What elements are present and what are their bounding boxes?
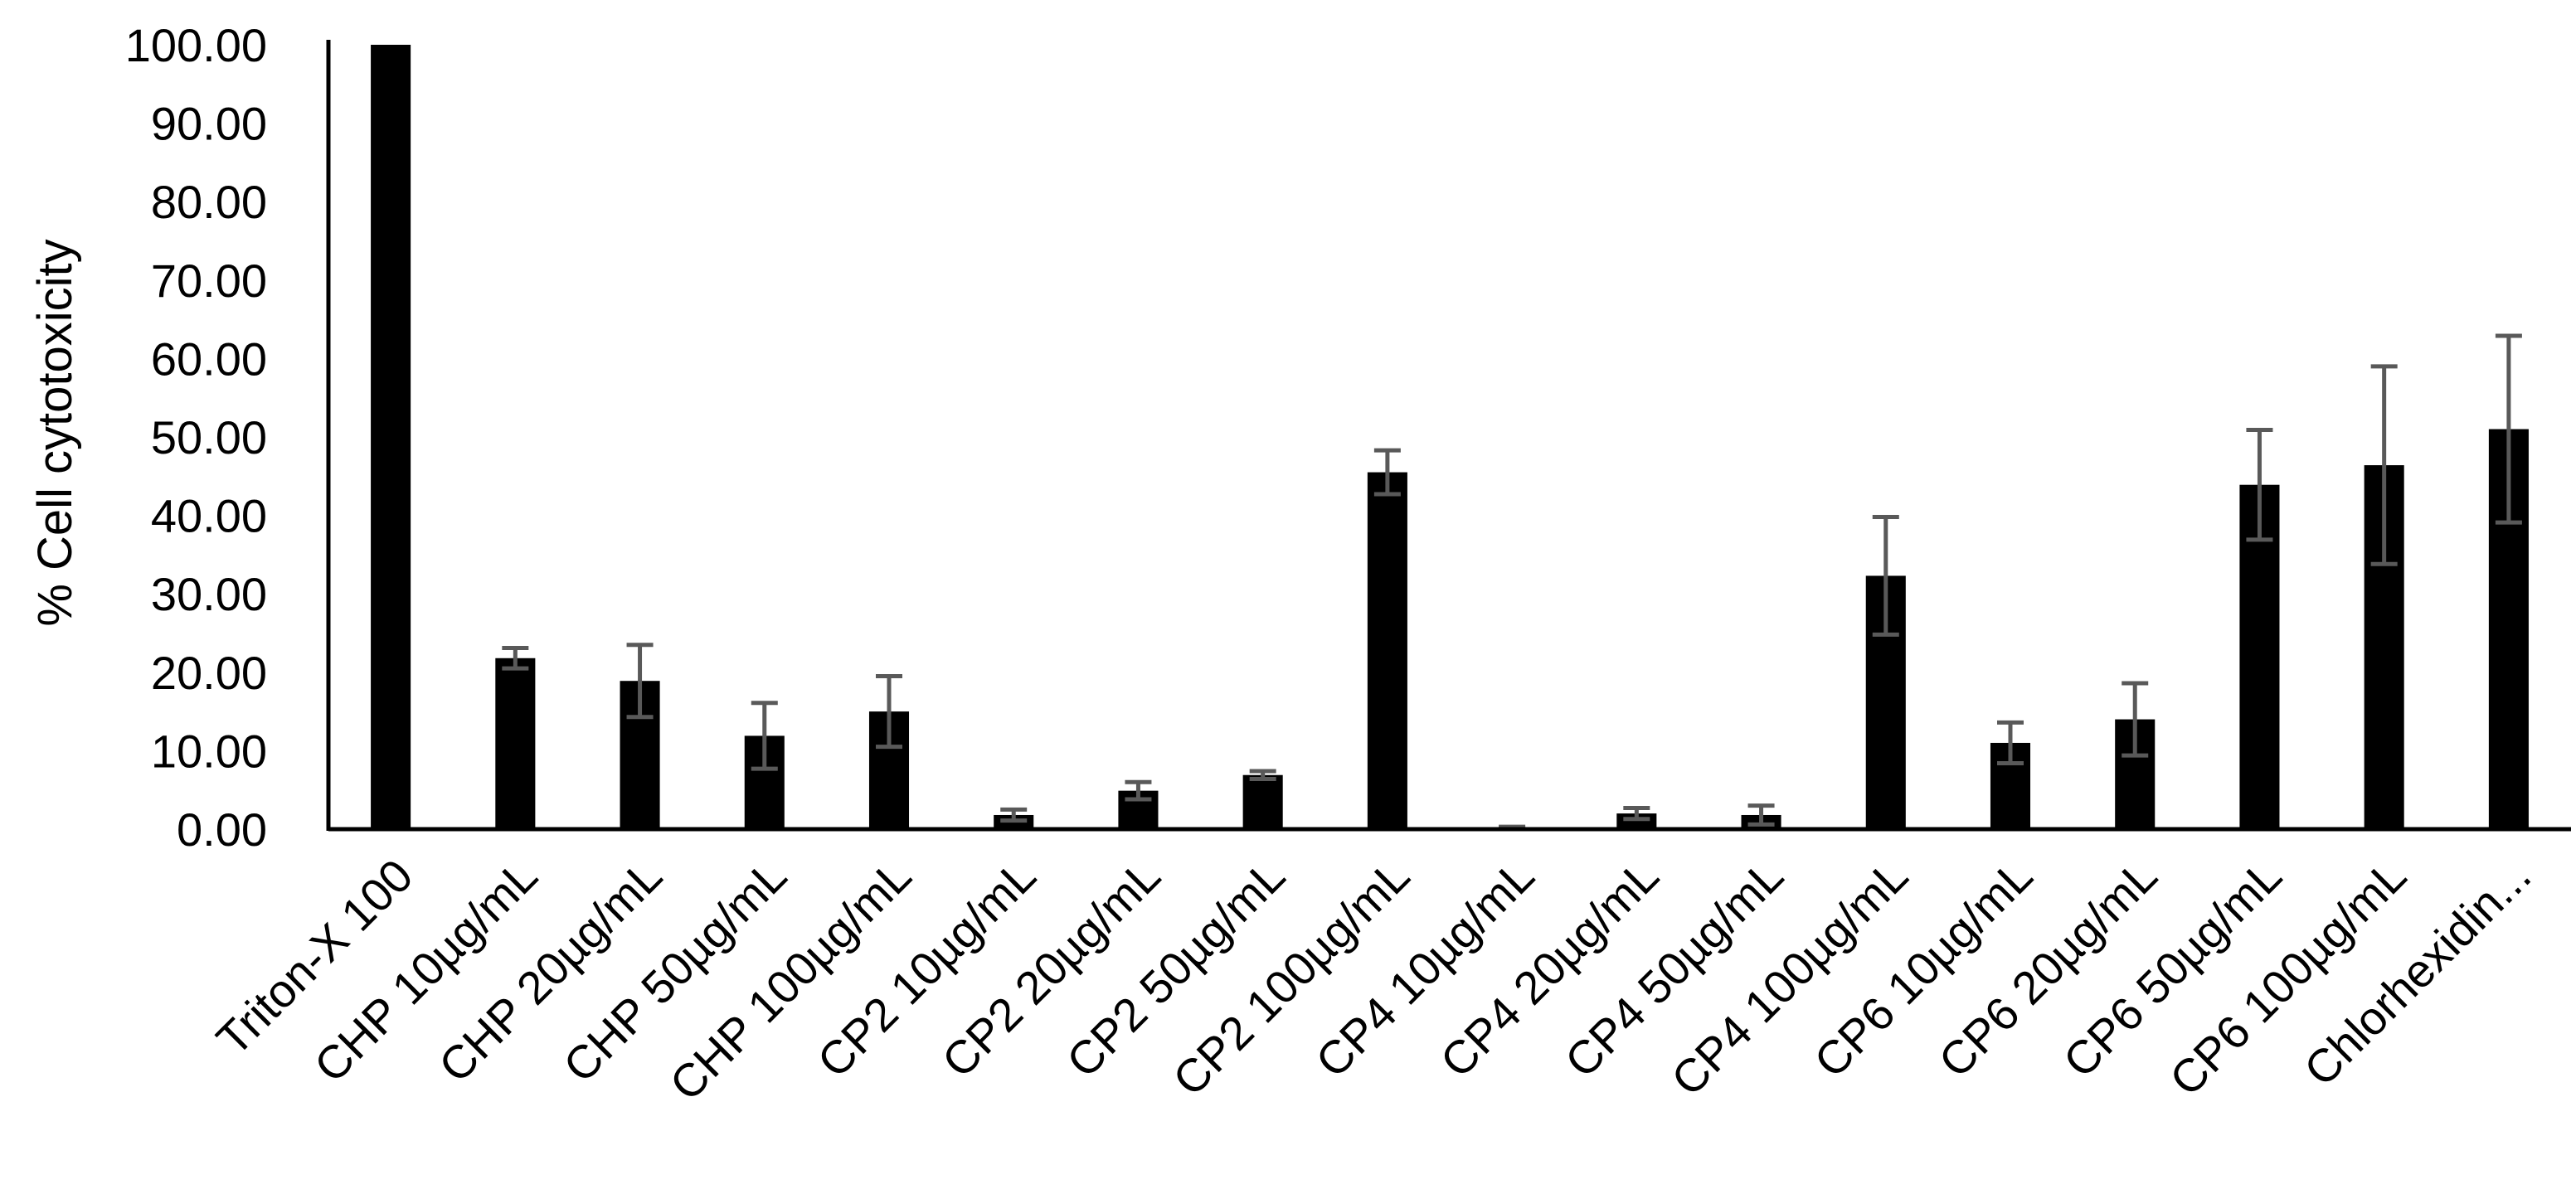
error-bars bbox=[502, 333, 2522, 831]
y-tick-label: 10.00 bbox=[151, 725, 267, 777]
y-axis-tick-labels: 0.00 10.00 20.00 30.00 40.00 50.00 60.00 70.00 8… bbox=[125, 19, 267, 856]
x-tick-label: CP4 10µg/mL bbox=[1305, 849, 1543, 1087]
x-tick-label: CP6 10µg/mL bbox=[1804, 849, 2042, 1087]
y-tick-label: 50.00 bbox=[151, 411, 267, 463]
x-tick-label: CP2 50µg/mL bbox=[1057, 849, 1295, 1087]
y-tick-label: 90.00 bbox=[151, 98, 267, 150]
bar bbox=[2239, 484, 2280, 829]
error-bar bbox=[1249, 769, 1276, 781]
x-tick-label: CP4 20µg/mL bbox=[1430, 849, 1668, 1087]
error-bar bbox=[1125, 779, 1152, 802]
x-tick-label: Chlorhexidin... bbox=[2294, 849, 2541, 1096]
error-bar bbox=[751, 701, 778, 771]
x-tick-label: CHP 20µg/mL bbox=[429, 849, 672, 1092]
y-tick-label: 100.00 bbox=[125, 19, 267, 71]
error-bar bbox=[1747, 803, 1775, 827]
x-tick-label: CHP 10µg/mL bbox=[304, 849, 547, 1092]
y-tick-label: 60.00 bbox=[151, 332, 267, 385]
error-bar bbox=[2495, 333, 2522, 525]
x-tick-label: CP4 50µg/mL bbox=[1555, 849, 1793, 1087]
error-bar bbox=[502, 645, 529, 671]
error-bar bbox=[1872, 514, 1899, 637]
error-bar bbox=[876, 674, 902, 750]
bar bbox=[495, 658, 536, 829]
error-bar bbox=[1373, 448, 1401, 497]
x-tick-label: CP6 20µg/mL bbox=[1928, 849, 2166, 1087]
bars bbox=[371, 45, 2529, 829]
bar bbox=[1242, 774, 1283, 829]
error-bar bbox=[1623, 805, 1650, 822]
x-tick-label: CP2 20µg/mL bbox=[931, 849, 1169, 1087]
y-tick-label: 40.00 bbox=[151, 490, 267, 542]
error-bar bbox=[2370, 364, 2398, 566]
y-axis-title: % Cell cytotoxicity bbox=[28, 239, 82, 626]
y-tick-label: 20.00 bbox=[151, 647, 267, 699]
y-tick-label: 30.00 bbox=[151, 568, 267, 620]
x-tick-label: CHP 50µg/mL bbox=[553, 849, 796, 1092]
x-tick-label: CP6 50µg/mL bbox=[2053, 849, 2291, 1087]
error-bar bbox=[626, 643, 654, 720]
y-tick-label: 70.00 bbox=[151, 255, 267, 307]
bar bbox=[371, 45, 411, 829]
x-tick-label: CP2 10µg/mL bbox=[807, 849, 1045, 1087]
error-bar bbox=[2246, 427, 2273, 542]
error-bar bbox=[1000, 807, 1028, 823]
y-tick-label: 80.00 bbox=[151, 176, 267, 228]
error-bar bbox=[1997, 720, 2024, 766]
error-bar bbox=[2122, 681, 2149, 758]
bar bbox=[1367, 472, 1407, 829]
y-tick-label: 0.00 bbox=[177, 803, 267, 856]
